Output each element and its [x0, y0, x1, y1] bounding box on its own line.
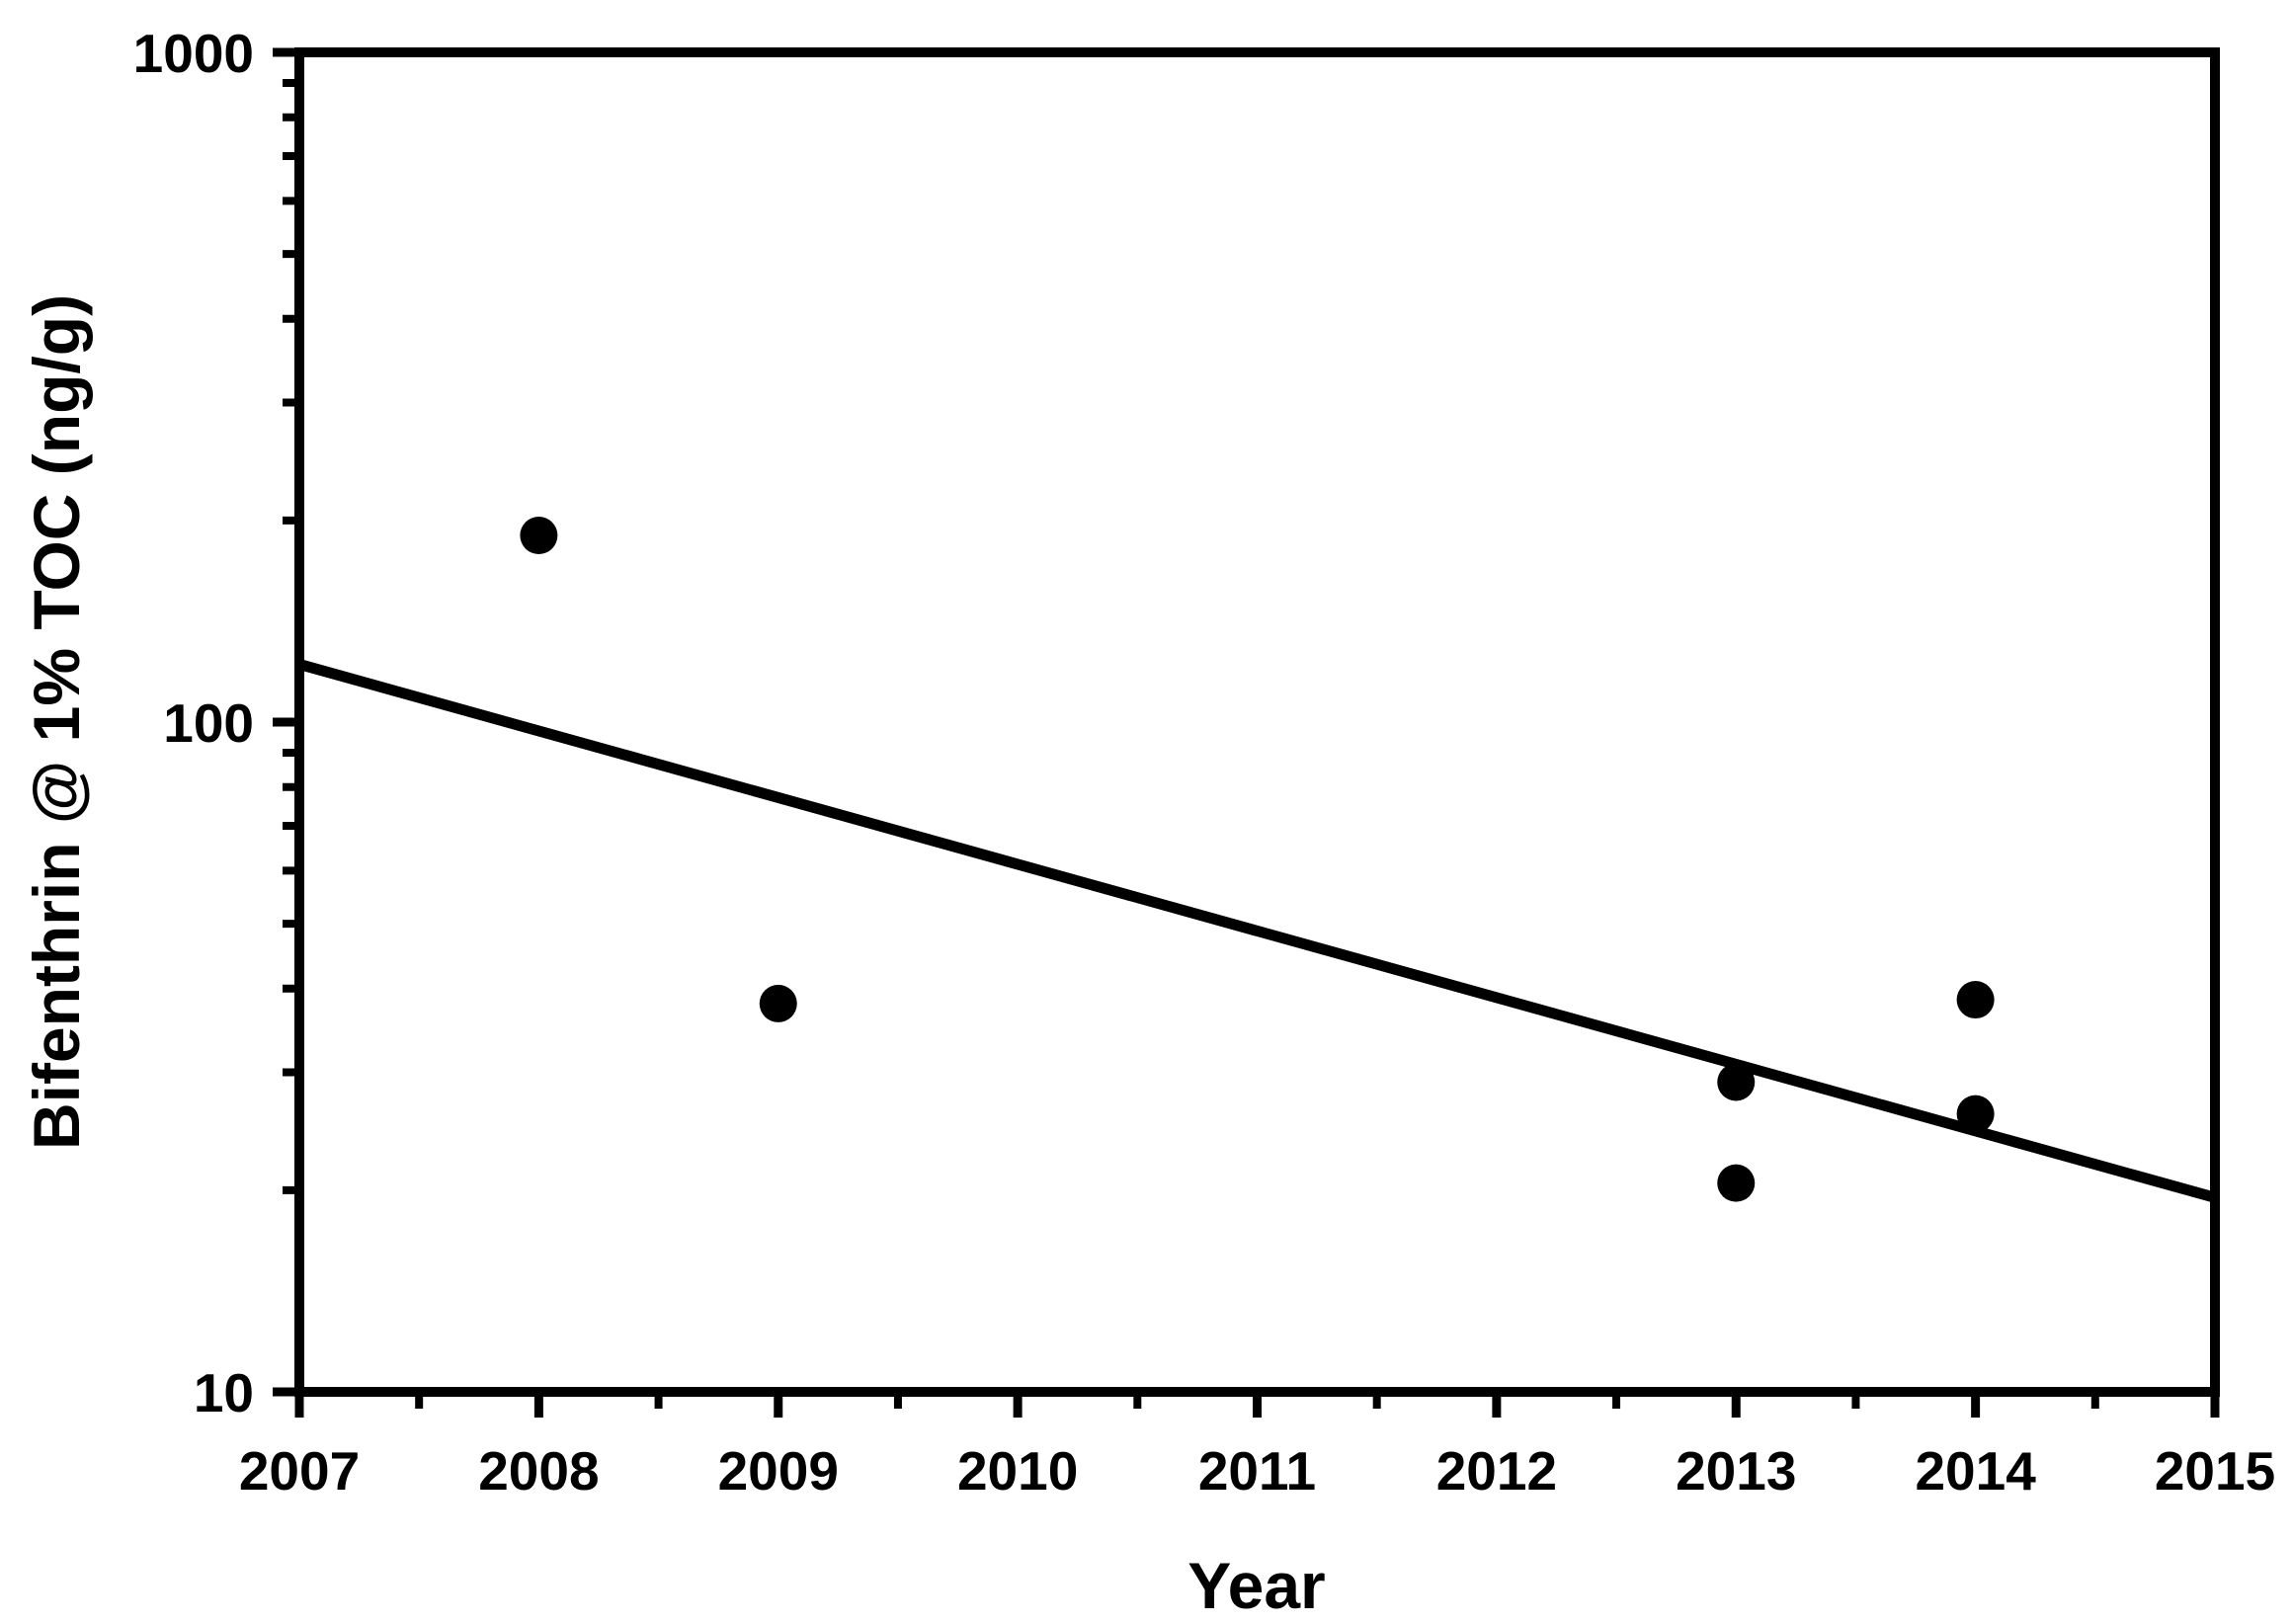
y-axis-title: Bifenthrin @ 1% TOC (ng/g) [20, 294, 93, 1150]
x-tick-label: 2015 [2155, 1440, 2275, 1502]
data-point [1717, 1164, 1756, 1202]
data-point [759, 984, 797, 1022]
x-tick-label: 2008 [478, 1440, 599, 1502]
x-tick-label: 2007 [239, 1440, 360, 1502]
y-tick-label: 100 [163, 692, 254, 754]
y-tick-label: 10 [194, 1362, 254, 1423]
trend-line [297, 659, 2217, 1203]
x-tick-label: 2011 [1198, 1440, 1316, 1502]
x-axis-title: Year [1187, 1549, 1325, 1622]
data-point [1956, 981, 1995, 1019]
x-tick-label: 2014 [1915, 1440, 2036, 1502]
x-tick-label: 2012 [1436, 1440, 1557, 1502]
data-series [297, 517, 2217, 1203]
axis-labels: 10 100 1000 2007 2008 2009 2010 2011 2012 2013 201… [20, 23, 2275, 1622]
plot-frame [294, 47, 2220, 1397]
data-point [520, 517, 558, 555]
data-point [1717, 1063, 1756, 1101]
plot-frame-border [294, 47, 2220, 1397]
x-tick-label: 2009 [718, 1440, 839, 1502]
x-tick-label: 2010 [957, 1440, 1078, 1502]
y-tick-label: 1000 [133, 23, 254, 84]
x-tick-label: 2013 [1676, 1440, 1796, 1502]
